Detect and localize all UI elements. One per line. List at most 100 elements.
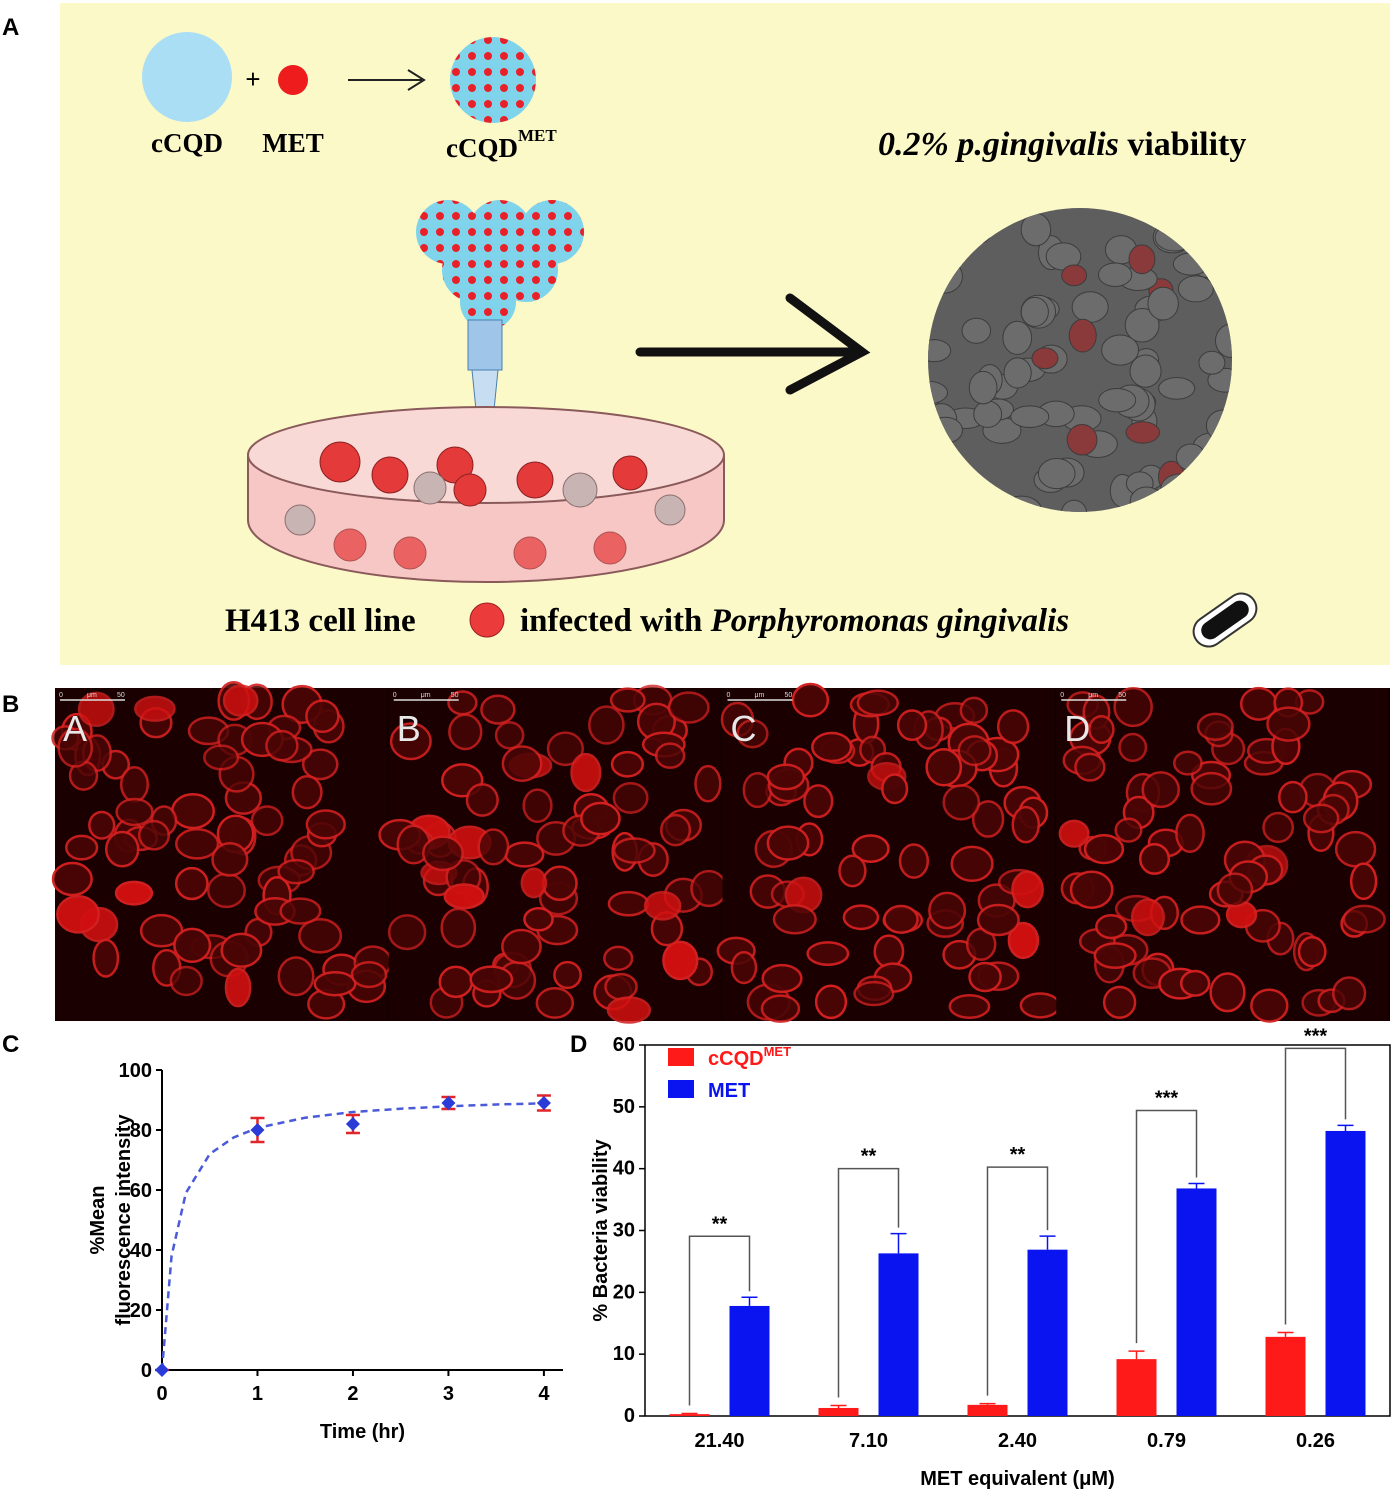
error-bar [1277, 1331, 1294, 1337]
cell [291, 775, 323, 810]
cell [1177, 275, 1214, 303]
cell [1068, 318, 1097, 353]
x-tick-label: 2.40 [998, 1430, 1037, 1452]
cell [580, 801, 621, 836]
cell [1002, 320, 1033, 355]
result: 0.2% p.gingivalis viability [878, 126, 1246, 163]
cell [1175, 813, 1205, 853]
cell [305, 699, 340, 734]
cell [438, 965, 474, 999]
cell [1266, 706, 1311, 742]
cell [65, 834, 99, 861]
cell [1020, 212, 1052, 247]
bar [669, 1414, 710, 1416]
cell [114, 880, 154, 906]
cell [1147, 286, 1179, 321]
cell [1250, 988, 1289, 1023]
error-bar [1188, 1182, 1205, 1189]
scale-label: 50 [785, 692, 793, 699]
cell [1011, 870, 1044, 909]
scale-label: μm [421, 692, 431, 699]
cell [494, 721, 525, 750]
cell [1019, 992, 1061, 1019]
cell [350, 961, 388, 989]
x-tick-label: 2 [347, 1383, 358, 1405]
cell [1180, 905, 1221, 935]
y-tick-label: 30 [613, 1220, 635, 1242]
micrograph-label: D [1064, 708, 1090, 749]
cell [1095, 914, 1128, 940]
cell [222, 684, 259, 717]
cell [1342, 904, 1386, 934]
cell [1128, 244, 1156, 275]
y-tick-label: 50 [613, 1096, 635, 1118]
cell [92, 938, 120, 978]
cell [883, 904, 919, 934]
panel-label: A [2, 14, 19, 41]
cell [1173, 750, 1203, 776]
y-tick-label: 60 [130, 1180, 152, 1202]
cell [925, 747, 963, 787]
significance: *** [1155, 1088, 1179, 1110]
cell [766, 825, 810, 861]
cell [1066, 423, 1098, 456]
result-word: viability [1127, 126, 1246, 163]
x-tick-label: 1 [252, 1383, 263, 1405]
cell [448, 713, 483, 751]
met-icon [278, 65, 308, 95]
cell [265, 729, 299, 762]
superscript: MET [518, 126, 557, 145]
error-bar [681, 1412, 698, 1415]
scale-label: 50 [451, 692, 459, 699]
cell [1129, 354, 1162, 388]
cell [1334, 830, 1377, 868]
cell [948, 993, 991, 1019]
panel-label: C [2, 1031, 19, 1058]
y-axis-label: fluorescence intensity [113, 1114, 135, 1326]
legend-swatch [668, 1080, 694, 1098]
cell [736, 719, 769, 749]
cell [761, 963, 803, 994]
cell [440, 907, 477, 948]
error-bar [1337, 1124, 1354, 1131]
cell [520, 867, 548, 899]
significance: *** [1304, 1025, 1328, 1047]
x-tick-label: 3 [443, 1383, 454, 1405]
y-tick-label: 20 [130, 1300, 152, 1322]
point [536, 1096, 551, 1110]
bar [878, 1253, 919, 1416]
micrograph: 0 μm 50 D [1056, 686, 1388, 1023]
fit-line [160, 1102, 544, 1371]
cell [838, 854, 867, 888]
label: cCQD [151, 128, 223, 158]
cell [1083, 834, 1125, 865]
cell [928, 339, 952, 363]
significance-bracket [837, 1167, 900, 1398]
cell [1088, 715, 1115, 745]
x-tick-label: 21.40 [694, 1430, 744, 1452]
cell [760, 994, 801, 1023]
cell [730, 951, 758, 985]
legend-name: MET [708, 1080, 750, 1102]
scale-label: 50 [1118, 692, 1126, 699]
cell [1332, 976, 1367, 1011]
cell [1158, 376, 1196, 400]
y-tick-label: 20 [613, 1281, 635, 1303]
cell [522, 788, 553, 824]
petri-dish [247, 406, 725, 583]
cell [305, 809, 346, 840]
cell [928, 891, 967, 930]
ccqd-icon [142, 32, 232, 122]
cell [814, 984, 848, 1020]
panel-label: D [570, 1031, 587, 1058]
cell [1179, 969, 1211, 997]
cell [1278, 780, 1308, 814]
cell [950, 845, 994, 883]
cell [1118, 732, 1148, 763]
cell [301, 748, 339, 781]
legend-label: cCQDMET [708, 1044, 791, 1070]
cell [523, 906, 554, 932]
cell [588, 705, 625, 745]
cell [224, 967, 252, 1008]
cell [1061, 264, 1088, 287]
